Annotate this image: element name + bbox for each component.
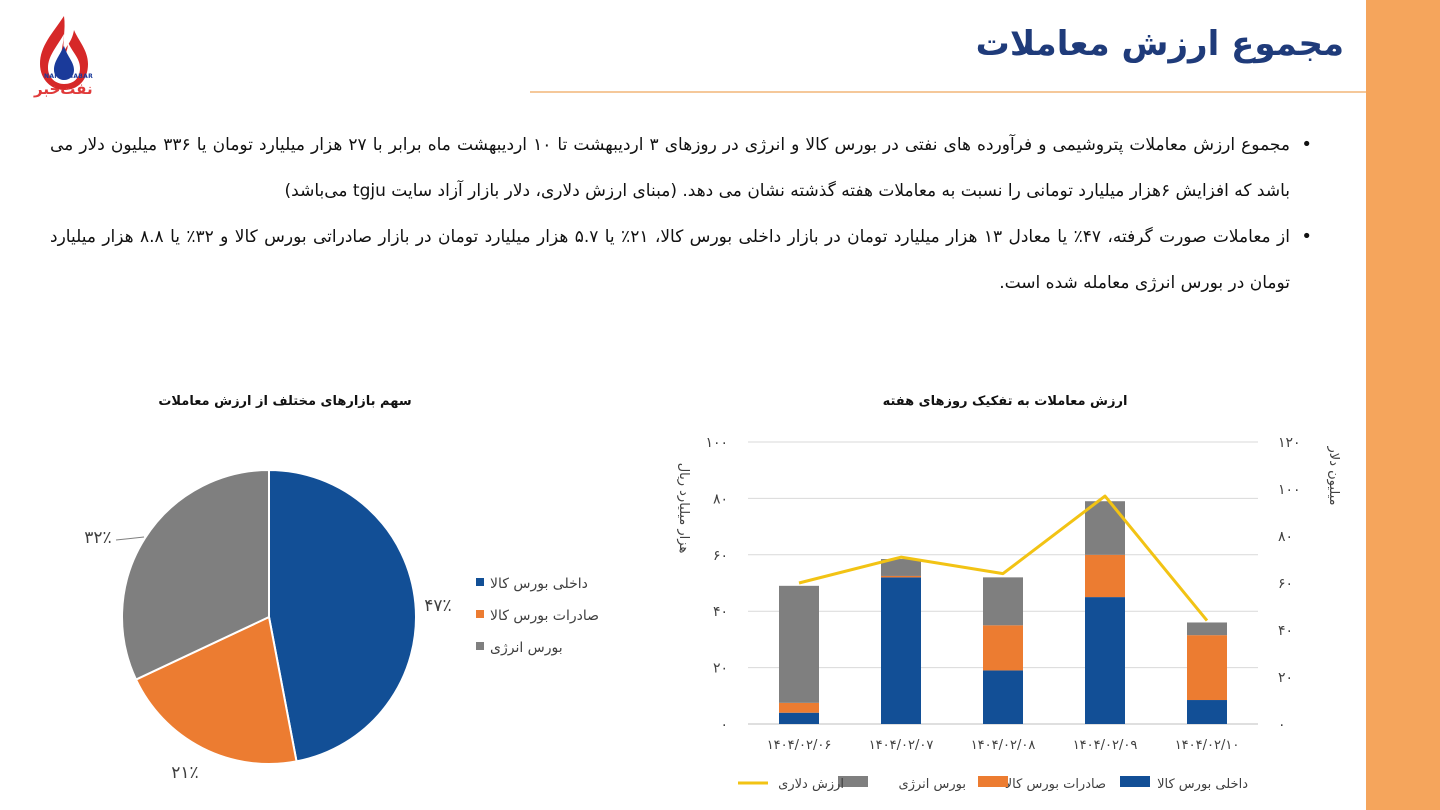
y-tick-label: ۰ bbox=[720, 717, 728, 733]
bar-segment bbox=[983, 625, 1023, 671]
legend-swatch bbox=[476, 578, 484, 586]
x-tick-label: ۱۴۰۴/۰۲/۰۶ bbox=[767, 738, 832, 753]
y2-tick-label: ۲۰ bbox=[1278, 670, 1293, 686]
bar-segment bbox=[1187, 635, 1227, 701]
legend-label: داخلی بورس کالا bbox=[490, 576, 588, 592]
bar-segment bbox=[881, 559, 921, 576]
logo-latin-text: NAFTKHABAR bbox=[44, 73, 94, 80]
bar-segment bbox=[881, 577, 921, 724]
pie-chart: ۴۷٪ ۲۱٪ ۳۲٪ داخلی بورس کالا صادرات بورس کالا… bbox=[84, 468, 599, 783]
flame-logo-icon bbox=[40, 16, 88, 90]
legend-swatch bbox=[476, 642, 484, 650]
legend-label: ارزش دلاری bbox=[778, 777, 844, 792]
bar-segment bbox=[1187, 622, 1227, 636]
y2-tick-label: ۱۰۰ bbox=[1278, 482, 1301, 498]
pie-slice bbox=[134, 615, 298, 765]
bar-chart: ۰ ۲۰ ۴۰ ۶۰ ۸۰ ۱۰۰ ۰ ۲۰ ۴۰ ۶۰ ۸۰ ۱۰۰ ۱۲۰ هزار میلیارد … bbox=[676, 435, 1341, 792]
pie-chart-title: سهم بازارهای مختلف از ارزش معاملات bbox=[158, 394, 412, 409]
legend-swatch bbox=[978, 776, 1008, 787]
y-tick-label: ۸۰ bbox=[713, 491, 728, 507]
x-tick-label: ۱۴۰۴/۰۲/۰۹ bbox=[1073, 738, 1138, 753]
y2-tick-label: ۸۰ bbox=[1278, 529, 1293, 545]
bar-segment bbox=[1085, 501, 1125, 555]
y2-tick-label: ۶۰ bbox=[1278, 576, 1293, 592]
y-axis-title: هزار میلیارد ریال bbox=[676, 463, 691, 554]
pie-slice bbox=[121, 468, 270, 681]
bar-segment bbox=[1187, 700, 1227, 724]
legend-label: بورس انرژی bbox=[490, 640, 563, 656]
y-tick-label: ۶۰ bbox=[713, 548, 728, 564]
bar-segment bbox=[1085, 554, 1125, 598]
bar-segment bbox=[983, 670, 1023, 724]
bar-segment bbox=[1085, 597, 1125, 724]
logo-text: نفت‌خبر bbox=[34, 80, 93, 98]
bar-segment bbox=[881, 575, 921, 578]
bullet-item: مجموع ارزش معاملات پتروشیمی و فرآورده ها… bbox=[50, 122, 1312, 214]
y-tick-label: ۲۰ bbox=[713, 661, 728, 677]
legend-swatch bbox=[1120, 776, 1150, 787]
legend-swatch bbox=[838, 776, 868, 787]
y2-tick-label: ۱۲۰ bbox=[1278, 435, 1301, 451]
page-title: مجموع ارزش معاملات bbox=[975, 24, 1344, 64]
x-tick-label: ۱۴۰۴/۰۲/۰۸ bbox=[971, 738, 1036, 753]
legend-label: صادرات بورس کالا bbox=[1005, 777, 1106, 792]
bullet-item: از معاملات صورت گرفته، ۴۷٪ یا معادل ۱۳ ه… bbox=[50, 214, 1312, 306]
x-tick-label: ۱۴۰۴/۰۲/۱۰ bbox=[1175, 738, 1240, 753]
legend-label: صادرات بورس کالا bbox=[490, 608, 599, 624]
bar-segment bbox=[779, 702, 819, 713]
y-tick-label: ۱۰۰ bbox=[705, 435, 728, 451]
x-tick-label: ۱۴۰۴/۰۲/۰۷ bbox=[869, 738, 934, 753]
bar-segment bbox=[779, 712, 819, 724]
accent-side-band bbox=[1366, 0, 1440, 810]
legend-swatch bbox=[476, 610, 484, 618]
y2-tick-label: ۴۰ bbox=[1278, 623, 1293, 639]
bar-segment bbox=[983, 577, 1023, 626]
legend-label: بورس انرژی bbox=[899, 777, 966, 792]
title-underline bbox=[530, 91, 1366, 93]
bar-chart-title: ارزش معاملات به تفکیک روزهای هفته bbox=[882, 394, 1128, 409]
pie-leader-line bbox=[115, 536, 145, 541]
y2-axis-title: میلیون دلار bbox=[1326, 446, 1341, 506]
pie-slice bbox=[268, 468, 417, 763]
legend-label: داخلی بورس کالا bbox=[1157, 777, 1248, 792]
y-tick-label: ۴۰ bbox=[713, 604, 728, 620]
bullet-list: مجموع ارزش معاملات پتروشیمی و فرآورده ها… bbox=[50, 122, 1312, 306]
pie-value-label: ۳۲٪ bbox=[84, 528, 111, 548]
y2-tick-label: ۰ bbox=[1278, 717, 1286, 733]
pie-value-label: ۴۷٪ bbox=[424, 596, 451, 616]
line-series bbox=[798, 494, 1209, 622]
bar-segment bbox=[779, 585, 819, 703]
pie-value-label: ۲۱٪ bbox=[171, 763, 198, 783]
